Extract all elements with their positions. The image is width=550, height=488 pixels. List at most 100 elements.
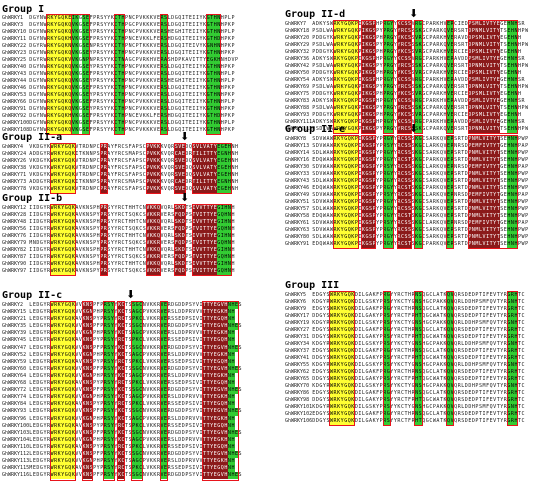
sequence-residues: DGYNWRKYGQKHVKGSEFPRSYYKCTHPNCEVKKLFERSH… — [29, 36, 235, 43]
sequence-residues: SDLWAWRKYGQKPIKGSPYPRGYYRCSSSKGCSARKQVER… — [312, 234, 529, 241]
sequence-id: GhWRKY93 — [285, 112, 310, 118]
sequence-residues: SDVWAWRKYGQKPIKGSPYPRSYYRCSSSKGCLARKQVER… — [312, 192, 529, 199]
sequence-residues: LEDGYRWRKYGQKVVKGNPHPRSYYKCTSAGCPVKKRVER… — [29, 309, 235, 317]
sequence-row: GhWRKY80 SDLWAWRKYGQKPIKGSPYPRGYYRCSSSKGC… — [285, 234, 528, 241]
sequence-residues: SDVWAWRKYGQKPIKGSPYPRGYYRCSSSKGCSARKQVER… — [312, 227, 529, 234]
sequence-row: GhWRKY102EDGYSWRKYGQKDILGAKFPRGYYRCTHRNS… — [285, 411, 525, 418]
sequence-row: GhWRKY61 SDVWAWRKYGQKPIKGSPYPRSYYRCSSSKGC… — [285, 220, 528, 227]
sequence-row: GhWRKY30 SDVWAWRKYGQKPIKGSPYPRSYYRCSSSKGC… — [285, 164, 528, 171]
sequence-residues: DGYRWRKYGQKVVKGNPNPRSYYKCTNAGCPVRKHVERAS… — [29, 57, 238, 64]
group-panel: Group II-b GhWRKY12 IIDGYRWRKYGQKAVKNSPHPR… — [2, 192, 235, 276]
sequence-residues: IIDGYRWRKYGQKAVKNSPHPRSYYRCTHHTCNVKKQVQR… — [29, 247, 235, 254]
sequence-id: GhWRKY54 — [285, 77, 310, 83]
sequence-id: GhWRKY103 — [2, 429, 29, 436]
sequence-id: GhWRKY29 — [285, 42, 310, 48]
alignment-block: GhWRKY5 EDGYSWRKYGQKDILGAKFPRGYYRCTHRNSQG… — [285, 291, 525, 426]
sequence-residues: LEDGYRWRKYGQKAVKNSPYPRSYYRCTSPKCLVKKRVER… — [29, 316, 235, 324]
sequence-row: GhWRKY88 PSDLWAWRKYGQKPIKGSPYPRGYYRCSSSKG… — [285, 105, 528, 112]
sequence-residues: LEDGYRWRKYGQKVVKNSPFPRSYYKCTSSGCNVKKRVER… — [29, 302, 242, 310]
sequence-row: GhWRKY45 LEDGYRWRKYGQKAVKNSPYPRSYYRCTSPKC… — [2, 337, 242, 345]
sequence-id: GhWRKY20 — [285, 35, 310, 41]
sequence-row: GhWRKY108DGYNWRKYGQKQVKGSEFPRSYYKCTHPNCP… — [2, 127, 238, 134]
sequence-row: GhWRKY86 EDGYSWRKYGQKDILGAKFPRGYYRCTHRNSQ… — [285, 390, 525, 397]
sequence-id: GhWRKY55 — [285, 362, 310, 368]
alignment-block: GhWRKY7 ADKYSWRKYGQKPIKGSPHPRGYYKCSSVRGCP… — [285, 20, 529, 134]
sequence-id: GhWRKY28 — [2, 212, 27, 218]
sequence-row: GhWRKY54 ADKYSWRKYGQKPIKGSPHPRGYYKCSSVRGC… — [285, 77, 528, 84]
sequence-residues: EDQWAWRKYGQKPIKGSPYPRGYYRCSTSKGCPARKQVER… — [312, 213, 529, 220]
sequence-residues: EDGYSWRKYGQKDILGAKFPRGYYRCTHRNSQGCLATKQV… — [312, 348, 525, 355]
sequence-residues: LEDGYRWRKYGQKVVKGNPHPRSYYKCTSAGCPVKKRVER… — [29, 372, 235, 381]
sequence-residues: PDDGYKWRKYGQKPIKGSPHPRGYYKCSSVRGCPARKHVE… — [312, 112, 521, 119]
sequence-row: GhWRKY113PSDLWAWRKYGQKPIKGSPYPRGYYRCSSSK… — [285, 126, 528, 133]
sequence-id: GhWRKY36 — [285, 56, 310, 62]
sequence-row: GhWRKY74 LEDGYRWRKYGQKVVKGNPHPRSYYKCTSAGC… — [2, 394, 242, 402]
sequence-row: GhWRKY84 LEDGYRWRKYGQKAVKNSPYPRSYYRCTSPKC… — [2, 401, 242, 409]
sequence-residues: PSDLWAWRKYGQKPIKGSPYPRGYYRCSSSKGCPARKQVE… — [312, 105, 529, 112]
sequence-id: GhWRKY76 — [2, 233, 27, 239]
sequence-row: GhWRKY46 DGYNWRKYGQKQVKGSEFPRSYYKCTHPNCPV… — [2, 85, 238, 92]
sequence-id: GhWRKY48 — [2, 219, 27, 225]
sequence-id: GhWRKY43 — [285, 178, 310, 184]
sequence-row: GhWRKY39 LEDGYRWRKYGQKVVKGNPHPRSYYKCTSAGC… — [2, 330, 242, 338]
sequence-row: GhWRKY60 LEDGYRWRKYGQKVVKNSPFPRSYYKCTSSGC… — [2, 365, 242, 373]
sequence-residues: KDGYRWRKYGQKDILGSKYPRSYYKCTYGNSHGCPAKKQV… — [312, 383, 525, 390]
sequence-residues: SDLWAWRKYGQKPIKGSPYPRGYYRCSSSKGCSARKQVER… — [312, 150, 529, 157]
sequence-residues: LEDGYRWRKYGQKAVKNSPYPRSYYRCTSPKCLVKKRVER… — [29, 337, 235, 345]
sequence-row: GhWRKY100LEDGYRWRKYGQKAVKNSPYPRSYYRCTSPK… — [2, 422, 242, 430]
sequence-id: GhWRKY82 — [2, 247, 27, 253]
sequence-row: GhWRKY116LEDGYRWRKYGQKVVKNSPFPRSYYKCTSSG… — [2, 472, 242, 480]
sequence-id: GhWRKY11 — [2, 36, 27, 42]
sequence-residues: IIDGYRWRKYGQKAVKNSPHPRSYYRCTHHTCNVKKQVQR… — [29, 261, 235, 268]
sequence-id: GhWRKY39 — [2, 330, 27, 337]
sequence-row: GhWRKY38 VKDGYKWRKYGQKVTRDNPCPRAYFRCSFAPS… — [2, 165, 238, 172]
sequence-row: GhWRKY72 LEDGYRWRKYGQKVVKNSPFPRSYYKCTSSGC… — [2, 387, 242, 395]
sequence-row: GhWRKY51 SDVWAWRKYGQKPIKGSPYPRGYYRCSSSKGC… — [285, 199, 528, 206]
sequence-row: GhWRKY112LEDGYRWRKYGQKVVKNSPFPRSYYKCTSSG… — [2, 450, 242, 459]
sequence-residues: IIDGYRWRKYGQKAVKNSPHPRSYYRCTHHTCNVKKQVQR… — [29, 233, 235, 240]
group-title: Group II-a — [2, 132, 63, 143]
sequence-row: GhWRKY9 EDGYSWRKYGQKDILGAKFPRGYYRCTHRNSQG… — [285, 306, 525, 313]
sequence-residues: ADKYSWRKYGQKPIKGSPHPRGYYKCSSVRGCPARKHVER… — [312, 21, 525, 28]
sequence-row: GhWRKY91 EDQWAWRKYGQKPIKGSPYPRGYYRCSTSKGC… — [285, 241, 528, 248]
sequence-id: GhWRKY6 — [285, 299, 307, 305]
sequence-residues: SDVWAWRKYGQKPIKGSPYPRGYYRCSSSKGCSARKQVER… — [312, 171, 529, 178]
sequence-id: GhWRKY46 — [2, 85, 27, 91]
sequence-residues: PDDGYKWRKYGQKPIKGSPHPRGYYKCSSVRGCPARKHVE… — [312, 91, 521, 98]
sequence-id: GhWRKY74 — [2, 394, 27, 401]
sequence-residues: ADKYSWRKYGQKPIKGSPHPRGYYKCSSVRGCPARKHVER… — [312, 77, 525, 84]
sequence-row: GhWRKY78 VKDGYKWRKYGQKVTRDNPCPRAYFRCSFAPS… — [2, 186, 238, 193]
sequence-residues: PSDLWAWRKYGQKPIKGSPYPRGYYRCSSSKGCPARKQVE… — [312, 84, 529, 91]
sequence-row: GhWRKY42 PSDLWAWRKYGQKPIKGSPYPRGYYRCSSSKG… — [285, 63, 528, 70]
sequence-row: GhWRKY71 VKDGYKWRKYGQKVTRDNPCPRAYFRCSFAPS… — [2, 172, 238, 179]
sequence-id: GhWRKY72 — [2, 387, 27, 394]
sequence-row: GhWRKY93 PDDGYKWRKYGQKPIKGSPHPRGYYKCSSVRG… — [285, 112, 528, 119]
sequence-residues: DGYNWRKYGQKQVKGSEYPRSYYKCTHPNCPVKKKVERSL… — [29, 64, 235, 71]
sequence-residues: DGYNWRKYGQKQVKGSEFPRSYYKCTHPNCPVKKKVERSL… — [29, 71, 235, 78]
sequence-residues: SDVWAWRKYGQKPIKGSPYPRSYYRCSSSKGCLARKQVER… — [312, 164, 529, 171]
sequence-residues: EDQWAWRKYGQKPIKGSPYPRGYYRCSTSKGCPARKQVER… — [312, 157, 529, 164]
sequence-residues: DGYNWRKYGQKQVKGSEYPRSYYKCTHPNCPVKKKVERSL… — [29, 50, 235, 57]
sequence-row: GhWRKY73 ADDGYRWRKYGQKITKNNPSPRAYYRCSMAPS… — [2, 179, 238, 186]
sequence-id: GhWRKY19 — [285, 320, 310, 326]
sequence-row: GhWRKY6 KDGYRWRKYGQKDILGSKYPRSYYKCTYGNSHG… — [285, 299, 525, 306]
sequence-residues: SDVWAWRKYGQKPIKGSPYPRGYYRCSSSKGCSARKQVER… — [312, 199, 529, 206]
sequence-row: GhWRKY1 DGYNWRKYGQKEIKGSEFPRSYYKCTHPNCPVK… — [2, 15, 238, 22]
sequence-residues: LEDGYRWRKYGQKVVKNSPFPRSYYKCTSSGCNVKKRVER… — [29, 365, 242, 373]
sequence-id: GhWRKY100 — [2, 422, 29, 429]
sequence-residues: DDGYSWRKYGQKDILGAKYPRSYYRCTFRHTQGCWATKQV… — [312, 418, 525, 425]
sequence-id: GhWRKY91 — [285, 241, 310, 247]
sequence-id: GhWRKY75 — [285, 91, 310, 97]
sequence-row: GhWRKY34 KDGYRWRKYGQKDILGSKYPRSYYKCTYGNSH… — [285, 341, 525, 348]
sequence-residues: LEDGYRWRKYGQKVVKGNPHPRSYYKCTSAGCPVKKRVER… — [29, 351, 235, 359]
down-arrow-icon: ⬇ — [409, 7, 419, 20]
sequence-residues: PDDGYKWRKYGQKPIKGSPHPRGYYKCSSVRGCPARKHVE… — [312, 49, 521, 56]
sequence-residues: PSDLWAWRKYGQKPIKGSPYPRGYYRCSSSKGCPARKQVE… — [312, 42, 529, 49]
sequence-id: GhWRKY98 — [285, 397, 310, 403]
sequence-row: GhWRKY27 EDGYSWRKYGQKDILGAKFPRGYYRCTHRNSQ… — [285, 327, 525, 334]
sequence-residues: LEDGYRWRKYGQKVVKNSPFPRSYYKCTSSGCNVKKRVER… — [29, 450, 242, 459]
sequence-id: GhWRKY50 — [285, 70, 310, 76]
sequence-id: GhWRKY13 — [285, 143, 310, 149]
sequence-id: GhWRKY44 — [2, 78, 27, 84]
sequence-residues: EDGYSWRKYGQKDILGAKFPRGYYRCTHRNSQGCLATKQV… — [312, 411, 525, 418]
